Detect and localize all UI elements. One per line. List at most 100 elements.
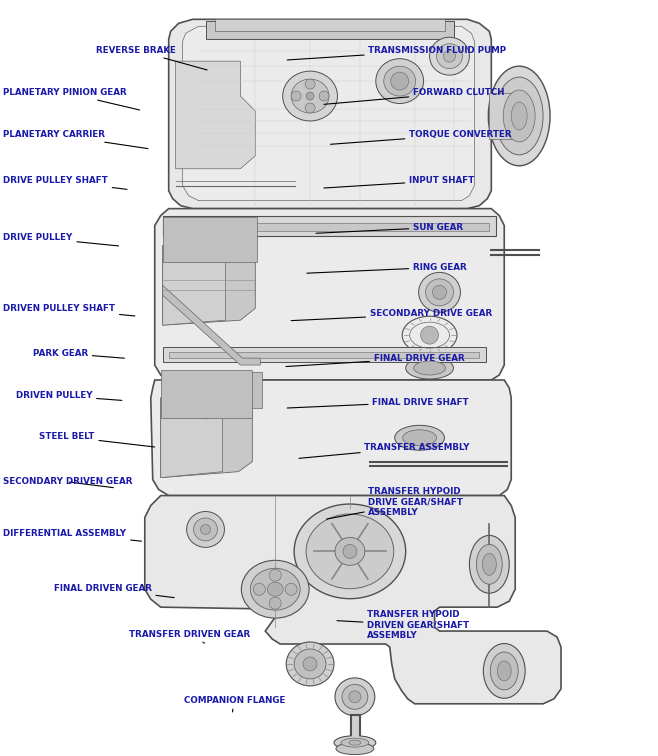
Ellipse shape — [305, 79, 315, 89]
Ellipse shape — [191, 420, 196, 424]
Text: TRANSFER HYPOID
DRIVE GEAR/SHAFT
ASSEMBLY: TRANSFER HYPOID DRIVE GEAR/SHAFT ASSEMBL… — [326, 488, 463, 519]
Text: SECONDARY DRIVEN GEAR: SECONDARY DRIVEN GEAR — [3, 478, 133, 488]
Ellipse shape — [217, 412, 222, 417]
Ellipse shape — [306, 514, 393, 589]
Ellipse shape — [334, 736, 376, 750]
Text: DRIVE PULLEY SHAFT: DRIVE PULLEY SHAFT — [3, 176, 127, 189]
Bar — [163, 215, 496, 236]
Polygon shape — [248, 372, 263, 408]
Text: INPUT SHAFT: INPUT SHAFT — [324, 176, 474, 188]
Text: FINAL DRIVE GEAR: FINAL DRIVE GEAR — [286, 354, 465, 367]
Ellipse shape — [403, 430, 436, 446]
Polygon shape — [151, 380, 511, 496]
Ellipse shape — [343, 544, 357, 559]
Ellipse shape — [503, 90, 535, 142]
Ellipse shape — [210, 400, 215, 405]
Text: SUN GEAR: SUN GEAR — [316, 223, 463, 234]
Text: FORWARD CLUTCH: FORWARD CLUTCH — [324, 88, 505, 104]
Polygon shape — [161, 398, 252, 478]
Polygon shape — [163, 246, 255, 325]
Ellipse shape — [488, 67, 550, 166]
Ellipse shape — [391, 72, 409, 90]
Ellipse shape — [384, 67, 416, 96]
Ellipse shape — [484, 643, 525, 699]
Ellipse shape — [215, 405, 220, 411]
Polygon shape — [155, 209, 504, 380]
Ellipse shape — [349, 691, 361, 703]
Text: TRANSFER DRIVEN GEAR: TRANSFER DRIVEN GEAR — [129, 630, 251, 643]
Ellipse shape — [341, 738, 369, 747]
Ellipse shape — [469, 535, 509, 593]
Ellipse shape — [241, 560, 309, 618]
Ellipse shape — [187, 512, 224, 547]
Text: TORQUE CONVERTER: TORQUE CONVERTER — [330, 130, 511, 144]
Ellipse shape — [305, 103, 315, 113]
Ellipse shape — [269, 597, 281, 609]
Ellipse shape — [303, 657, 317, 671]
Polygon shape — [163, 285, 261, 365]
Text: DRIVEN PULLEY SHAFT: DRIVEN PULLEY SHAFT — [3, 304, 135, 316]
Ellipse shape — [269, 569, 281, 581]
Text: TRANSMISSION FLUID PUMP: TRANSMISSION FLUID PUMP — [287, 46, 507, 60]
Bar — [205, 21, 455, 39]
Ellipse shape — [420, 326, 438, 344]
Ellipse shape — [294, 504, 406, 599]
Bar — [168, 222, 490, 231]
Ellipse shape — [426, 279, 453, 305]
Ellipse shape — [335, 678, 375, 716]
Text: DRIVEN PULLEY: DRIVEN PULLEY — [16, 391, 122, 401]
Ellipse shape — [436, 44, 463, 69]
Polygon shape — [183, 26, 474, 200]
Ellipse shape — [418, 272, 461, 312]
Text: FINAL DRIVEN GEAR: FINAL DRIVEN GEAR — [54, 584, 174, 597]
Bar — [161, 370, 252, 418]
Text: RING GEAR: RING GEAR — [307, 263, 467, 273]
Ellipse shape — [495, 77, 543, 155]
Ellipse shape — [336, 742, 374, 754]
Ellipse shape — [490, 652, 519, 689]
Ellipse shape — [342, 684, 368, 709]
Ellipse shape — [193, 403, 218, 427]
Ellipse shape — [482, 553, 496, 575]
Ellipse shape — [306, 92, 314, 100]
Ellipse shape — [430, 37, 469, 75]
Text: DIFFERENTIAL ASSEMBLY: DIFFERENTIAL ASSEMBLY — [3, 528, 141, 541]
Text: STEEL BELT: STEEL BELT — [39, 432, 155, 447]
Ellipse shape — [476, 544, 502, 584]
Ellipse shape — [191, 405, 196, 411]
Ellipse shape — [395, 426, 445, 451]
Polygon shape — [176, 61, 255, 169]
Ellipse shape — [201, 411, 209, 419]
Ellipse shape — [432, 285, 447, 299]
Ellipse shape — [291, 79, 329, 113]
Text: DRIVE PULLEY: DRIVE PULLEY — [3, 234, 118, 246]
Ellipse shape — [203, 398, 208, 404]
Ellipse shape — [283, 71, 338, 121]
Ellipse shape — [285, 583, 297, 595]
Ellipse shape — [291, 91, 301, 101]
Ellipse shape — [215, 420, 220, 424]
Ellipse shape — [376, 59, 424, 104]
Text: TRANSFER HYPOID
DRIVEN GEAR/SHAFT
ASSEMBLY: TRANSFER HYPOID DRIVEN GEAR/SHAFT ASSEMB… — [337, 610, 469, 640]
Ellipse shape — [511, 102, 527, 130]
Text: TRANSFER ASSEMBLY: TRANSFER ASSEMBLY — [299, 443, 470, 458]
Ellipse shape — [189, 412, 194, 417]
Ellipse shape — [203, 426, 208, 432]
Ellipse shape — [193, 518, 218, 541]
Text: COMPANION FLANGE: COMPANION FLANGE — [184, 696, 285, 712]
Ellipse shape — [196, 400, 201, 405]
Polygon shape — [145, 496, 561, 704]
Ellipse shape — [319, 91, 329, 101]
Ellipse shape — [253, 583, 265, 595]
Ellipse shape — [497, 661, 511, 681]
Ellipse shape — [406, 357, 453, 379]
Ellipse shape — [286, 642, 334, 686]
Text: PARK GEAR: PARK GEAR — [33, 349, 124, 358]
Ellipse shape — [267, 582, 283, 596]
Polygon shape — [168, 20, 492, 209]
Ellipse shape — [335, 538, 365, 565]
Bar — [215, 20, 445, 31]
Text: REVERSE BRAKE: REVERSE BRAKE — [96, 46, 207, 70]
Ellipse shape — [196, 424, 201, 429]
Text: FINAL DRIVE SHAFT: FINAL DRIVE SHAFT — [288, 398, 469, 408]
